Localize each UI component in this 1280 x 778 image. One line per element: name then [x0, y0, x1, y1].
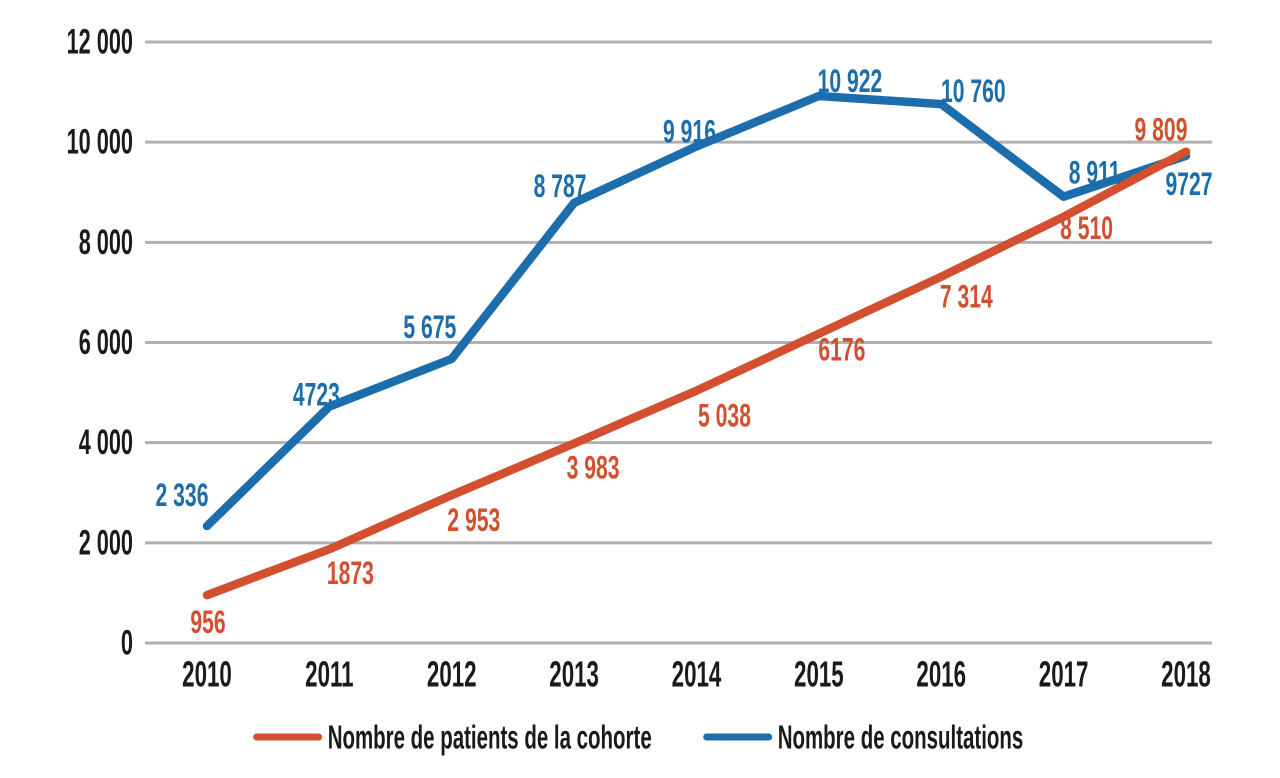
y-tick-label: 4 000	[79, 423, 133, 462]
data-label: 7 314	[940, 279, 993, 315]
data-label: 1873	[327, 555, 374, 591]
data-label: 10 922	[818, 63, 883, 99]
data-label: 8 787	[534, 168, 587, 204]
data-label: 9 916	[663, 113, 716, 149]
x-tick-label: 2014	[672, 654, 722, 695]
data-label: 9727	[1166, 166, 1213, 202]
y-tick-label: 10 000	[67, 123, 133, 162]
legend-label: Nombre de consultations	[778, 719, 1024, 756]
data-label: 8 911	[1069, 155, 1121, 191]
data-label: 10 760	[941, 73, 1006, 109]
data-label: 8 510	[1060, 210, 1113, 246]
data-label: 5 675	[403, 309, 456, 345]
y-tick-label: 12 000	[67, 23, 133, 62]
legend-item: Nombre de patients de la cohorte	[253, 719, 652, 756]
data-label: 956	[190, 604, 225, 640]
x-tick-label: 2015	[794, 654, 844, 695]
x-tick-label: 2012	[427, 654, 477, 695]
legend: Nombre de patients de la cohorte Nombre d…	[253, 719, 1024, 756]
data-label: 5 038	[698, 398, 751, 434]
series-line-1	[202, 91, 1191, 531]
data-label: 4723	[293, 377, 340, 413]
x-tick-label: 2016	[916, 654, 966, 695]
data-label: 2 336	[156, 477, 209, 513]
x-tick-label: 2011	[305, 654, 353, 695]
x-tick-label: 2013	[549, 654, 599, 695]
y-tick-label: 8 000	[79, 223, 133, 262]
legend-item: Nombre de consultations	[703, 719, 1024, 756]
data-label: 6176	[818, 332, 865, 368]
x-tick-label: 2018	[1161, 654, 1211, 695]
data-label: 2 953	[447, 502, 500, 538]
series-line-0	[202, 147, 1191, 600]
legend-label: Nombre de patients de la cohorte	[328, 719, 652, 756]
data-label: 3 983	[567, 450, 620, 486]
x-tick-label: 2010	[182, 654, 232, 695]
y-tick-label: 6 000	[79, 323, 133, 362]
data-label: 9 809	[1135, 112, 1188, 148]
y-tick-label: 0	[121, 624, 133, 663]
y-tick-label: 2 000	[79, 523, 133, 562]
x-tick-label: 2017	[1039, 654, 1089, 695]
